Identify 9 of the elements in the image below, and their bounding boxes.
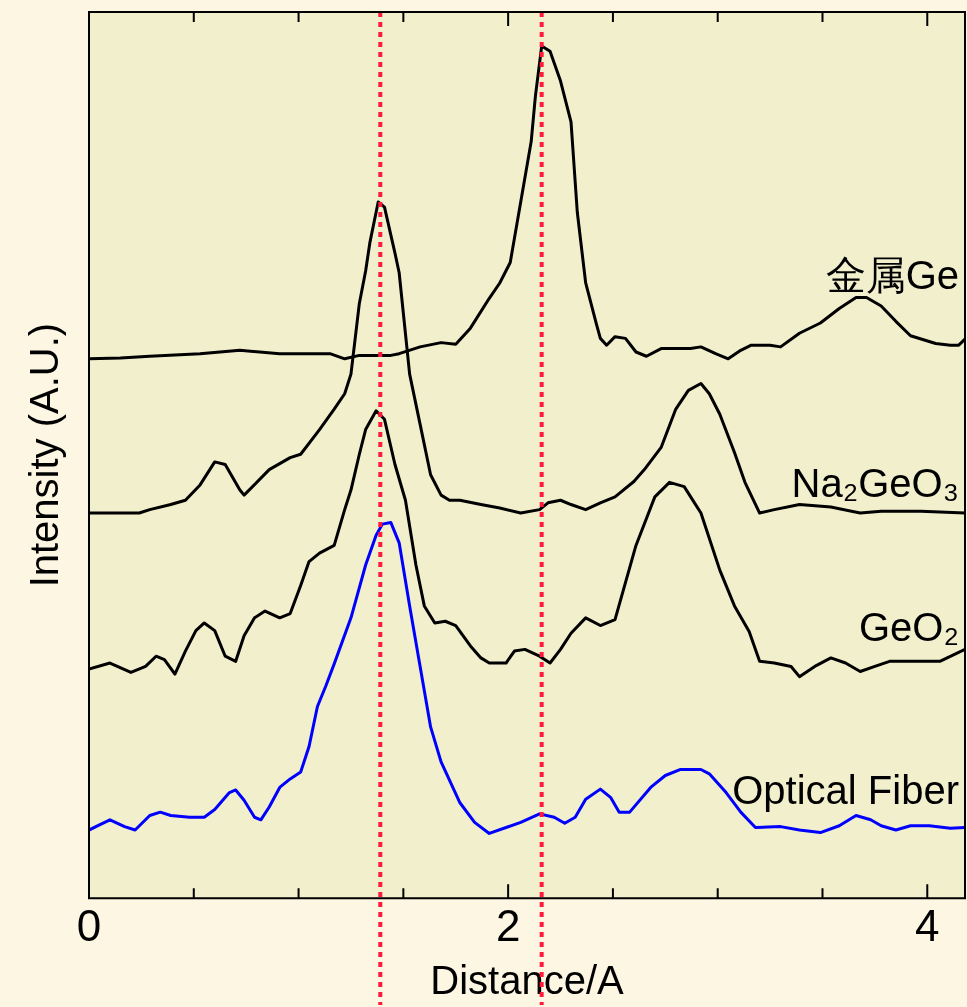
x-axis-title: Distance/A (430, 958, 625, 1003)
series-label: GeO₂ (859, 605, 959, 650)
series-label: Optical Fiber (732, 768, 959, 813)
series-label: Na₂GeO₃ (791, 460, 959, 505)
series-label: 金属Ge (825, 253, 959, 298)
x-tick-label: 2 (495, 900, 521, 950)
x-tick-label: 4 (915, 900, 940, 950)
x-tick-label: 0 (76, 900, 102, 950)
y-axis-title: Intensity (A.U.) (22, 322, 66, 588)
